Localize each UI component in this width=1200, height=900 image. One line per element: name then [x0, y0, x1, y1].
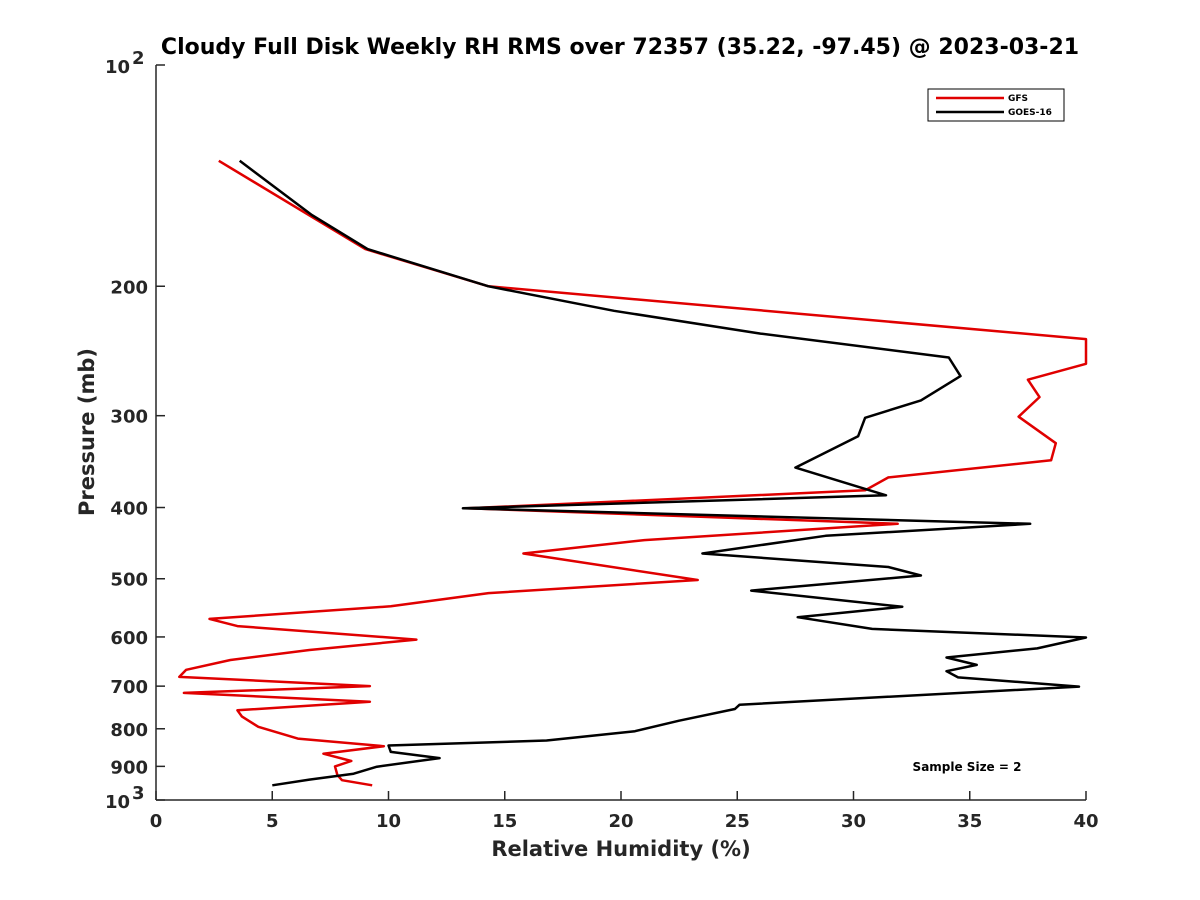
legend-label-gfs: GFS	[1008, 94, 1028, 104]
plot-area	[155, 65, 1088, 801]
x-tick-label: 20	[608, 811, 633, 832]
y-tick-label: 10	[105, 792, 130, 813]
series-line-goes16	[238, 159, 1088, 787]
x-tick-label: 35	[957, 811, 982, 832]
legend-label-goes16: GOES-16	[1008, 108, 1052, 118]
x-tick-label: 15	[492, 811, 517, 832]
sample-size-annotation: Sample Size = 2	[913, 760, 1022, 774]
x-axis-ticks: 0 5 10 15 20 25 30 35 40	[150, 791, 1099, 832]
legend: GFS GOES-16	[927, 88, 1065, 122]
y-tick-exponent: 2	[132, 48, 145, 69]
y-tick-label: 700	[110, 677, 148, 698]
y-tick-exponent: 3	[132, 783, 145, 804]
x-tick-label: 30	[841, 811, 866, 832]
y-tick-label: 500	[110, 570, 148, 591]
plot-frame	[156, 65, 1086, 800]
y-tick-label: 800	[110, 720, 148, 741]
chart-title: Cloudy Full Disk Weekly RH RMS over 7235…	[161, 35, 1079, 60]
legend-box	[927, 88, 1065, 122]
x-tick-label: 40	[1073, 811, 1098, 832]
x-tick-label: 10	[376, 811, 401, 832]
x-axis-label: Relative Humidity (%)	[491, 837, 750, 861]
x-tick-label: 25	[725, 811, 750, 832]
series-line-gfs	[178, 159, 1088, 787]
y-tick-label: 400	[110, 499, 148, 520]
x-tick-label: 5	[266, 811, 279, 832]
y-tick-label: 600	[110, 628, 148, 649]
y-axis-label: Pressure (mb)	[75, 348, 99, 516]
y-tick-label: 200	[110, 277, 148, 298]
y-tick-label: 10	[105, 57, 130, 78]
x-tick-label: 0	[150, 811, 163, 832]
y-tick-label: 900	[110, 757, 148, 778]
series-group	[178, 159, 1088, 787]
y-tick-label: 300	[110, 407, 148, 428]
